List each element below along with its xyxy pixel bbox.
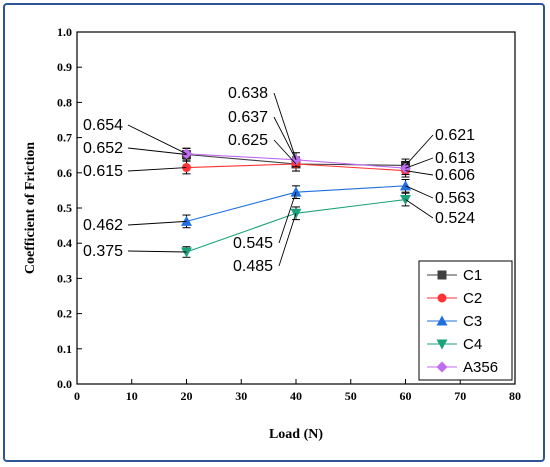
annotation-leader [127, 167, 187, 172]
y-tick-label: 0.5 [57, 201, 72, 215]
x-tick-label: 40 [290, 389, 302, 403]
annotation-leader [405, 170, 434, 176]
annotation-leader [127, 220, 187, 226]
axis-ticks: 0 10 20 30 40 50 60 70 80 0.0 0.1 0.2 0.3 0.4 0.5 0.6 0.… [57, 25, 521, 403]
legend-label: C4 [463, 336, 482, 353]
y-axis-title: Coefficient of Friction [23, 142, 38, 274]
value-annotations: 0.654 0.652 0.615 0.462 0.375 0.638 0.637 0.625… [83, 85, 475, 275]
annotation-leader [273, 116, 297, 160]
figure-frame [3, 3, 545, 462]
point-marker [437, 293, 447, 303]
annotation-label: 0.606 [435, 167, 475, 184]
y-tick-label: 1.0 [57, 25, 72, 39]
annotation-label: 0.637 [228, 109, 268, 126]
annotation-label: 0.621 [435, 127, 475, 144]
point-marker [436, 361, 448, 373]
data-series [181, 147, 411, 258]
annotation-leader [127, 124, 187, 155]
annotation-label: 0.613 [435, 150, 475, 167]
y-tick-label: 0.8 [57, 95, 72, 109]
annotation-leader [127, 147, 187, 155]
annotation-label: 0.545 [233, 235, 273, 252]
annotation-leader [273, 92, 297, 160]
annotation-leader [405, 185, 434, 199]
annotation-label: 0.625 [228, 132, 268, 149]
legend-label: C3 [463, 313, 482, 330]
x-tick-label: 80 [509, 389, 521, 403]
x-tick-label: 0 [74, 389, 80, 403]
x-tick-label: 10 [126, 389, 138, 403]
y-tick-label: 0.1 [57, 342, 72, 356]
y-tick-label: 0.4 [57, 236, 72, 250]
x-tick-label: 60 [400, 389, 412, 403]
annotation-leader [405, 199, 434, 219]
annotation-label: 0.462 [83, 217, 123, 234]
point-marker [400, 180, 411, 191]
y-tick-label: 0.0 [57, 377, 72, 391]
annotation-leader [273, 139, 297, 165]
point-marker [436, 315, 448, 326]
legend-label: A356 [463, 359, 498, 376]
annotation-label: 0.524 [435, 210, 475, 227]
annotation-label: 0.654 [83, 117, 123, 134]
legend: C1 C2 C3 C4 A356 [418, 260, 513, 381]
annotation-leader [405, 134, 434, 166]
x-tick-label: 30 [235, 389, 247, 403]
x-tick-label: 50 [345, 389, 357, 403]
x-axis-title: Load (N) [269, 427, 323, 442]
point-marker [437, 270, 447, 280]
point-marker [181, 247, 192, 258]
annotation-leader [127, 250, 187, 253]
annotation-leader [278, 213, 297, 267]
annotation-label: 0.563 [435, 190, 475, 207]
legend-label: C1 [463, 267, 482, 284]
y-tick-label: 0.3 [57, 271, 72, 285]
y-tick-label: 0.9 [57, 60, 72, 74]
y-tick-label: 0.6 [57, 166, 72, 180]
point-marker [436, 339, 448, 350]
annotation-leader [278, 192, 297, 244]
annotation-label: 0.485 [233, 258, 273, 275]
annotation-leader [405, 157, 434, 169]
point-marker [290, 186, 302, 197]
y-tick-label: 0.7 [57, 131, 72, 145]
series-c4 [181, 192, 411, 258]
point-marker [181, 215, 192, 226]
x-tick-label: 70 [454, 389, 466, 403]
x-tick-label: 20 [181, 389, 193, 403]
annotation-label: 0.615 [83, 163, 123, 180]
legend-label: C2 [463, 290, 482, 307]
y-tick-label: 0.2 [57, 307, 72, 321]
annotation-label: 0.638 [228, 85, 268, 102]
annotation-label: 0.375 [83, 243, 123, 260]
annotation-label: 0.652 [83, 140, 123, 157]
